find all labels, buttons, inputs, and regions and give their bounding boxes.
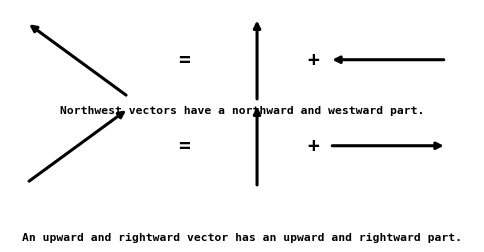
Text: An upward and rightward vector has an upward and rightward part.: An upward and rightward vector has an up… — [22, 232, 462, 242]
Text: Northwest vectors have a northward and westward part.: Northwest vectors have a northward and w… — [60, 106, 424, 116]
Text: =: = — [178, 51, 190, 70]
Text: +: + — [306, 137, 318, 156]
Text: =: = — [178, 137, 190, 156]
Text: +: + — [306, 51, 318, 70]
